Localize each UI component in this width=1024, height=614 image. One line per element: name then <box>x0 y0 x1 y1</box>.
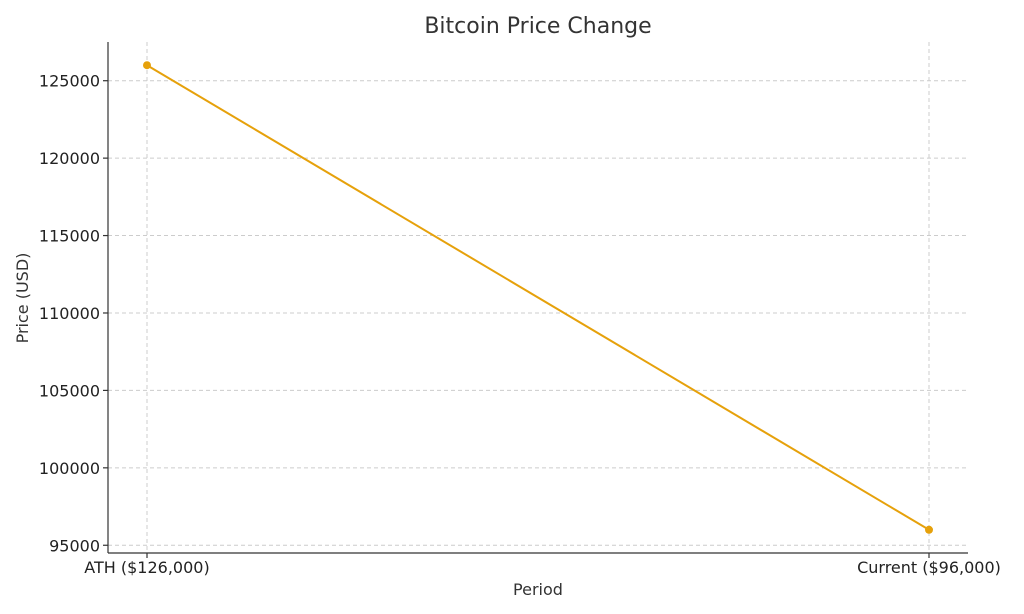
series-layer <box>143 61 933 534</box>
x-ticks: ATH ($126,000) Current ($96,000) <box>84 553 1001 577</box>
grid <box>108 42 968 553</box>
y-tick-label: 120000 <box>39 149 100 168</box>
x-axis-label: Period <box>513 580 563 599</box>
y-tick-label: 125000 <box>39 72 100 91</box>
y-tick-label: 115000 <box>39 227 100 246</box>
data-point <box>925 525 933 534</box>
series-line <box>146 64 930 531</box>
y-ticks: 95000 100000 105000 110000 115000 120000 12500… <box>39 72 108 555</box>
y-tick-label: 105000 <box>39 381 100 400</box>
y-axis-label: Price (USD) <box>13 253 32 344</box>
x-tick-label: Current ($96,000) <box>857 558 1001 577</box>
chart-title: Bitcoin Price Change <box>424 14 651 39</box>
y-tick-label: 110000 <box>39 304 100 323</box>
y-tick-label: 100000 <box>39 459 100 478</box>
data-point <box>143 61 151 70</box>
y-tick-label: 95000 <box>49 536 100 555</box>
x-tick-label: ATH ($126,000) <box>84 558 209 577</box>
